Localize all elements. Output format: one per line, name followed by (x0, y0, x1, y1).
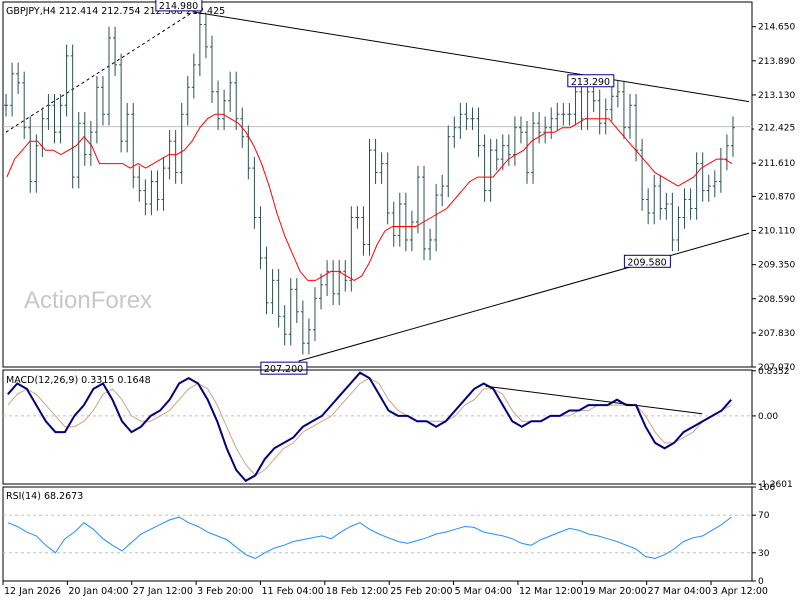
y-tick-label: 210.870 (758, 192, 795, 202)
x-tick-label: 5 Mar 04:00 (455, 586, 512, 597)
y-tick-label: 207.830 (758, 329, 795, 339)
x-tick-label: 3 Feb 20:00 (197, 586, 253, 597)
macd-trendline (485, 385, 703, 415)
rsi-line (7, 516, 732, 559)
price-annotation-label: 214.980 (159, 1, 198, 12)
y-tick-label: 213.130 (758, 91, 795, 101)
trendline (5, 11, 194, 133)
y-tick-label: 207.070 (758, 363, 795, 373)
current-price-label: 212.425 (758, 124, 795, 134)
watermark: ActionForex (24, 287, 152, 314)
main-pane: 214.650213.890213.130212.370211.610210.8… (2, 0, 798, 375)
chart-header: GBPJPY,H4 212.414 212.754 212.308 212.42… (6, 6, 225, 17)
x-tick-label: 11 Feb 04:00 (261, 586, 323, 597)
price-annotation-label: 213.290 (571, 77, 610, 88)
price-annotation-box (260, 361, 308, 375)
price-annotation-label: 209.580 (627, 257, 666, 268)
y-tick-label: -1.2601 (758, 480, 793, 490)
x-tick-label: 19 Mar 20:00 (583, 586, 646, 597)
pane-frame (2, 369, 753, 485)
pane-frame (2, 1, 753, 368)
y-tick-label: 0.8352 (758, 367, 790, 377)
x-tick-label: 3 Apr 12:00 (712, 586, 768, 597)
y-tick-label: 209.350 (758, 261, 795, 271)
trendline (193, 11, 750, 103)
x-tick-label: 18 Feb 12:00 (326, 586, 388, 597)
y-tick-label: 214.650 (758, 23, 795, 33)
moving-average-line (6, 113, 733, 281)
x-tick-label: 27 Mar 04:00 (648, 586, 711, 597)
y-tick-label: 0.00 (758, 412, 778, 422)
price-annotation-box (155, 0, 203, 12)
price-annotation-box (567, 74, 615, 88)
y-tick-label: 210.110 (758, 227, 795, 237)
y-tick-label: 208.590 (758, 295, 795, 305)
x-axis: 12 Jan 2026 20 Jan 04:00 27 Jan 12:00 3 Feb… (2, 581, 768, 597)
y-tick-label: 70 (758, 511, 770, 521)
macd-pane: 0.8352 0.00 -1.2601 MACD(12,26,9) 0.3315 0.… (2, 367, 793, 490)
y-tick-label: 211.610 (758, 159, 795, 169)
x-tick-label: 20 Jan 04:00 (68, 586, 128, 597)
x-tick-label: 27 Jan 12:00 (133, 586, 193, 597)
y-tick-label: 0 (758, 577, 764, 587)
current-price-box (754, 119, 798, 133)
x-tick-label: 12 Mar 12:00 (519, 586, 582, 597)
y-tick-label: 213.890 (758, 57, 795, 67)
x-tick-label: 25 Feb 20:00 (390, 586, 452, 597)
y-tick-label: 100 (758, 483, 775, 493)
y-tick-label: 30 (758, 549, 770, 559)
pane-frame (2, 486, 753, 582)
rsi-title: RSI(14) 68.2673 (6, 491, 83, 502)
trendline (298, 232, 750, 362)
x-tick-label: 12 Jan 2026 (4, 586, 61, 597)
price-annotation-box (623, 254, 671, 268)
macd-line (7, 371, 732, 483)
rsi-pane: 100 70 30 0 RSI(14) 68.2673 (2, 483, 775, 587)
macd-title: MACD(12,26,9) 0.3315 0.1648 (6, 375, 151, 386)
